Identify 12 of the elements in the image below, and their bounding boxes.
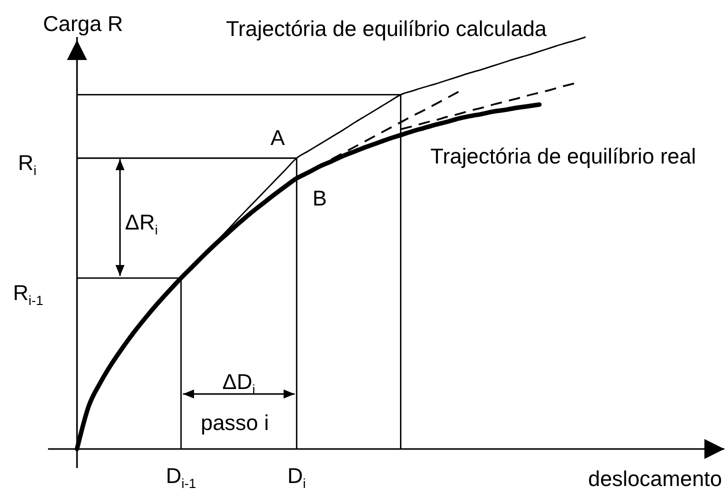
text: R$_{i-1}$	[13, 281, 44, 308]
series-label: Trajectória de equilíbrio real	[430, 144, 696, 169]
x-axis-title: deslocamento	[588, 467, 722, 491]
y-axis-title: Carga R	[42, 12, 124, 36]
series-label: Trajectória de equilíbrio calculada	[226, 17, 547, 41]
text: R$_{i}$	[18, 151, 37, 178]
x-tick-label: D$_{i}$	[287, 464, 306, 490]
annotation: B	[312, 186, 327, 210]
annotation: A	[270, 126, 286, 150]
annotation: ΔR$_{i}$	[125, 210, 158, 238]
x-tick-label: D$_{i-1}$	[166, 464, 196, 490]
annotation: passo i	[200, 411, 269, 435]
